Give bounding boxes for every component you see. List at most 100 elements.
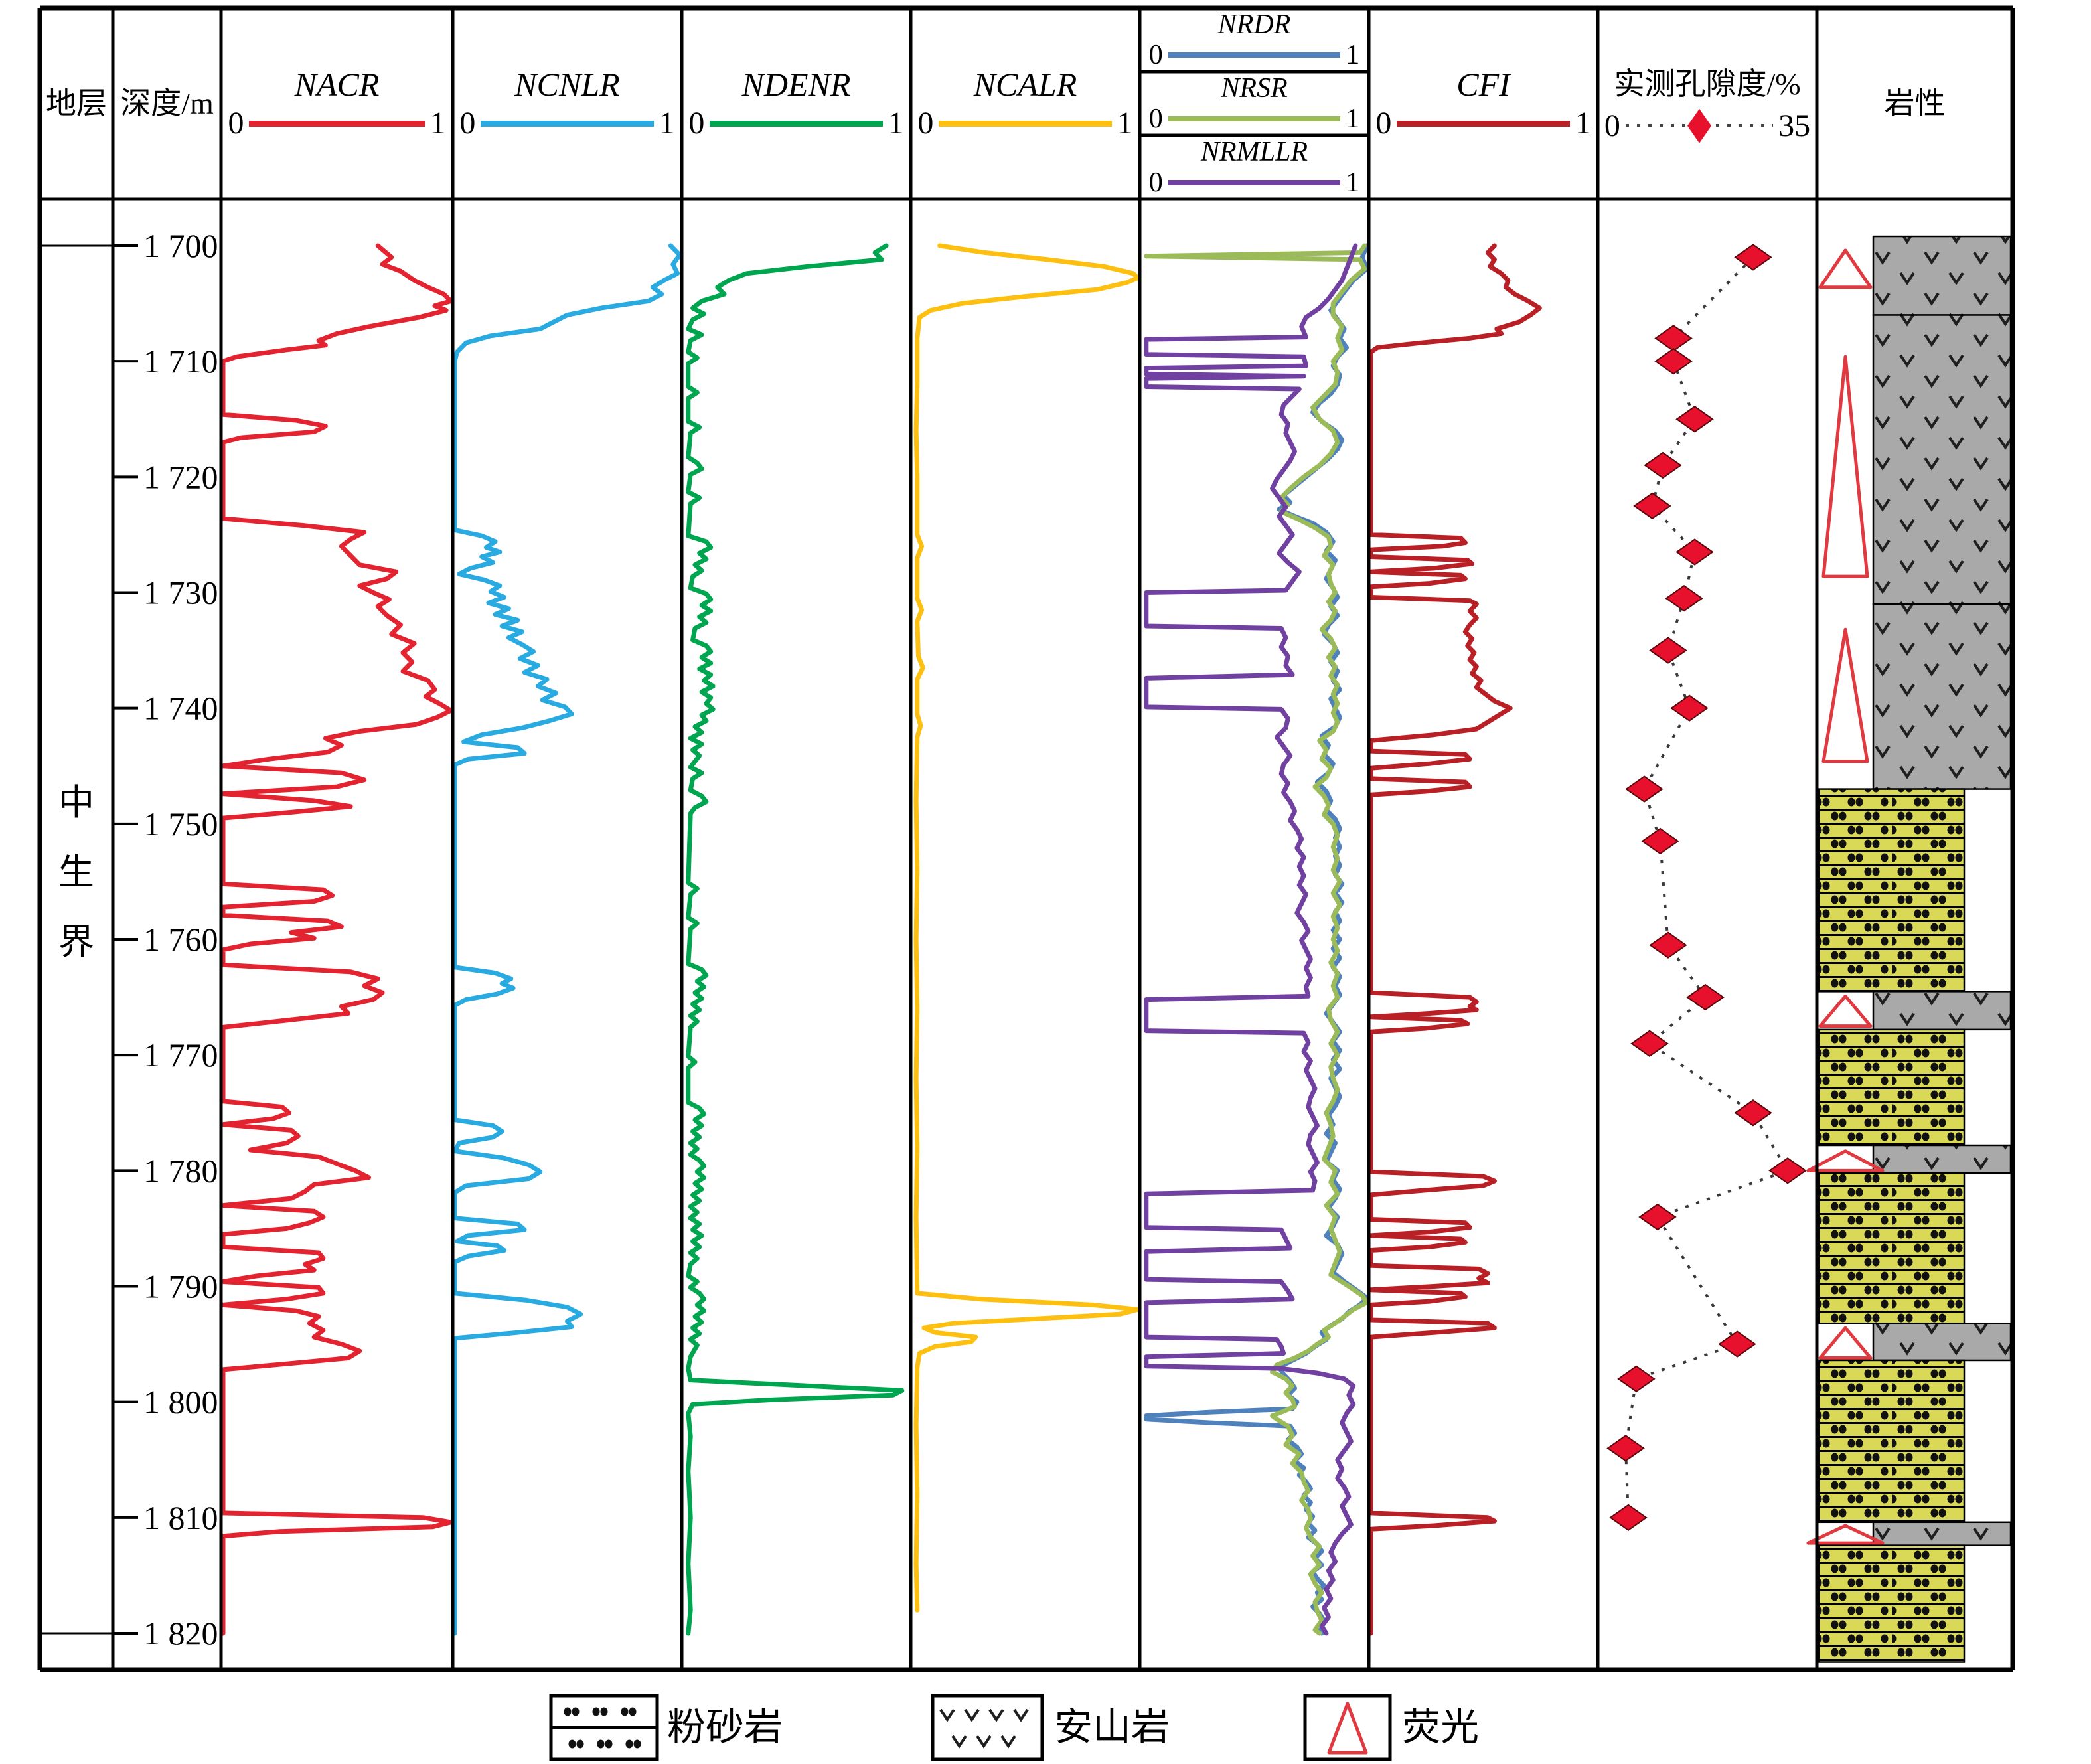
porosity-connector-line: [1624, 256, 1790, 1518]
column-header-porosity: 实测孔隙度/% 0 35: [1598, 8, 1817, 199]
column-header-nrmllr: NRMLLR 0 1: [1140, 135, 1369, 199]
legend-swatch-andesite: [931, 1694, 1044, 1761]
curve-name-nacr: NACR: [294, 66, 380, 103]
porosity-point: [1686, 983, 1725, 1011]
porosity-point: [1734, 244, 1772, 271]
porosity-scale-line: [1625, 108, 1774, 143]
porosity-max-label: 35: [1778, 108, 1811, 143]
curve-name-ndenr: NDENR: [741, 66, 851, 103]
fluorescence-triangle-icon: [1806, 1524, 1885, 1545]
scale-min-label: 0: [228, 106, 244, 141]
curve-nacr: [220, 243, 453, 1636]
scale-row-nrmllr: 0 1: [1149, 169, 1359, 197]
scale-row-ndenr: 0 1: [688, 108, 903, 139]
lithology-block-siltstone: [1818, 1028, 1966, 1147]
column-header-lithology: 岩性: [1817, 8, 2013, 199]
porosity-point: [1606, 1435, 1645, 1462]
lithology-header-label: 岩性: [1884, 86, 1946, 121]
scale-max-label: 1: [1117, 106, 1133, 141]
lithology-block-siltstone: [1818, 1544, 1966, 1663]
scale-min-label: 0: [1148, 40, 1163, 70]
curve-ncalr: [913, 243, 1140, 1613]
porosity-point: [1633, 492, 1671, 520]
porosity-point: [1675, 538, 1714, 566]
scale-min-label: 0: [459, 106, 476, 141]
curve-nrmllr: [1144, 243, 1358, 1636]
depth-tick-label: 1 750: [143, 805, 218, 842]
column-header-ndenr: NDENR 0 1: [682, 8, 911, 199]
porosity-point: [1654, 325, 1693, 352]
lithology-block-siltstone: [1818, 1359, 1966, 1524]
fluorescence-triangle-icon: [1818, 1326, 1873, 1360]
scale-min-label: 0: [1375, 106, 1392, 141]
porosity-header-label: 实测孔隙度/%: [1614, 67, 1801, 102]
depth-tick-label: 1 700: [143, 227, 218, 264]
scale-line-nacr: [249, 120, 425, 127]
column-header-cfi: CFI 0 1: [1369, 8, 1598, 199]
fluorescence-triangle-icon: [1806, 1149, 1885, 1172]
porosity-point: [1617, 1365, 1656, 1393]
porosity-point: [1654, 347, 1693, 375]
column-header-ncnlr: NCNLR 0 1: [453, 8, 682, 199]
depth-tick-label: 1 780: [143, 1152, 218, 1189]
curve-ncnlr: [452, 243, 682, 1636]
porosity-point: [1630, 1030, 1669, 1057]
porosity-point: [1734, 1099, 1772, 1127]
lithology-block-andesite: [1872, 1322, 2012, 1362]
column-header-ncalr: NCALR 0 1: [911, 8, 1140, 199]
column-header-nr-group: NRDR 0 1 NRSR 0 1 NRMLLR 0 1: [1140, 8, 1369, 199]
curve-name-nrsr: NRSR: [1221, 73, 1288, 104]
curve-name-ncnlr: NCNLR: [514, 66, 620, 103]
depth-tick-label: 1 730: [143, 574, 218, 611]
scale-row-ncnlr: 0 1: [459, 108, 674, 139]
stratum-name-char-2: 生: [58, 852, 94, 892]
curve-name-cfi: CFI: [1456, 66, 1510, 103]
porosity-point: [1609, 1504, 1648, 1532]
legend-label-siltstone: 粉砂岩: [667, 1706, 783, 1749]
fluorescence-triangle-icon: [1818, 994, 1873, 1028]
column-header-nrsr: NRSR 0 1: [1140, 72, 1369, 135]
scale-line-nrsr: [1168, 116, 1341, 121]
porosity-point: [1625, 775, 1664, 803]
porosity-point: [1665, 584, 1703, 612]
depth-tick-label: 1 820: [143, 1615, 218, 1652]
porosity-point: [1718, 1330, 1756, 1358]
porosity-min-label: 0: [1604, 108, 1620, 143]
scale-row-nrdr: 0 1: [1149, 41, 1359, 69]
scale-min-label: 0: [688, 106, 705, 141]
stratum-header-label: 地层: [46, 86, 107, 121]
scale-row-ncalr: 0 1: [917, 108, 1132, 139]
scale-min-label: 0: [1148, 104, 1163, 134]
scale-row-cfi: 0 1: [1375, 108, 1590, 139]
curve-name-nrmllr: NRMLLR: [1200, 137, 1308, 167]
lithology-block-andesite: [1872, 991, 2012, 1031]
depth-header-label: 深度/m: [120, 86, 214, 121]
scale-line-ncalr: [939, 120, 1112, 127]
scale-line-nrdr: [1168, 52, 1341, 58]
scale-row-nrsr: 0 1: [1149, 105, 1359, 133]
depth-tick-label: 1 710: [143, 343, 218, 380]
scale-max-label: 1: [1346, 104, 1360, 134]
fluorescence-triangle-icon: [1821, 627, 1869, 763]
scale-max-label: 1: [1346, 40, 1360, 70]
lithology-block-andesite: [1872, 1144, 2012, 1174]
scale-max-label: 1: [1575, 106, 1591, 141]
porosity-point: [1649, 931, 1687, 959]
porosity-point: [1675, 406, 1714, 433]
curve-cfi: [1368, 243, 1542, 1636]
depth-tick-label: 1 770: [143, 1036, 218, 1074]
porosity-diamond-icon: [1687, 108, 1711, 143]
depth-tick-label: 1 760: [143, 921, 218, 958]
column-header-nacr: NACR 0 1: [221, 8, 453, 199]
porosity-point: [1644, 451, 1682, 479]
legend: [549, 1694, 1392, 1761]
fluorescence-triangle-icon: [1818, 248, 1873, 289]
scale-line-ndenr: [710, 120, 883, 127]
depth-tick-label: 1 810: [143, 1499, 218, 1536]
lithology-block-andesite: [1872, 314, 2012, 605]
lithology-block-andesite: [1872, 235, 2012, 316]
depth-tick-label: 1 720: [143, 458, 218, 495]
scale-max-label: 1: [429, 106, 446, 141]
scale-min-label: 0: [917, 106, 934, 141]
